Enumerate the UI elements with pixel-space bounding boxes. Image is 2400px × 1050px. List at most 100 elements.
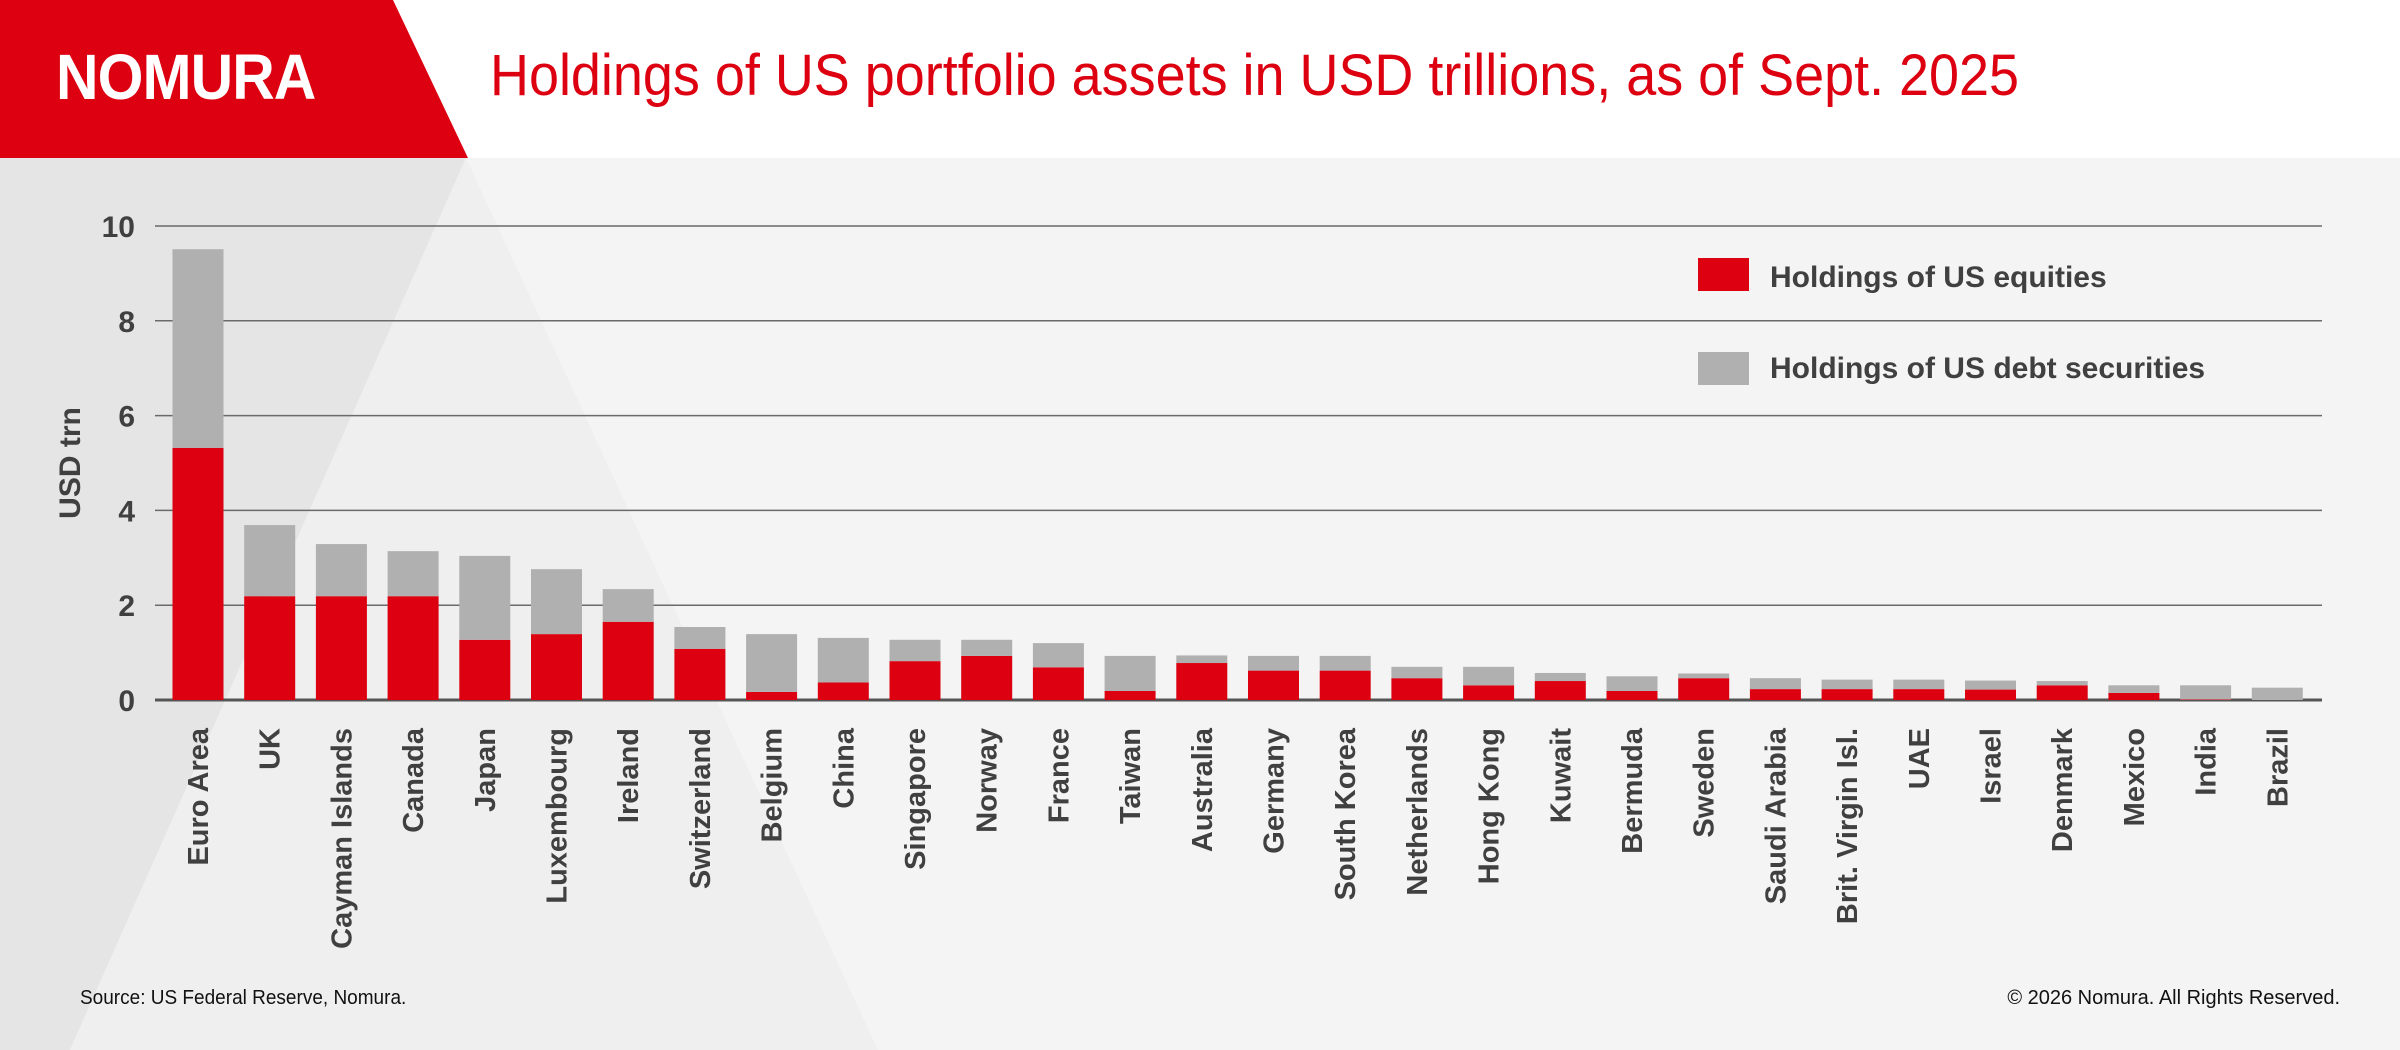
x-tick-label: Euro Area bbox=[183, 727, 215, 865]
bar-equities bbox=[2036, 685, 2088, 700]
bar-equities bbox=[746, 691, 798, 700]
bar-equities bbox=[387, 596, 439, 700]
bar-debt bbox=[315, 544, 367, 597]
x-tick-label: Canada bbox=[398, 727, 430, 833]
x-tick-label: Brazil bbox=[2262, 728, 2294, 807]
bar-equities bbox=[531, 634, 582, 700]
x-tick-label: Germany bbox=[1259, 728, 1291, 854]
x-tick-label: Hong Kong bbox=[1474, 728, 1506, 884]
legend-label-equities: Holdings of US equities bbox=[1770, 261, 2107, 294]
bar-debt bbox=[2251, 687, 2303, 700]
bar-debt bbox=[817, 637, 869, 683]
x-tick-label: Cayman Islands bbox=[326, 728, 358, 949]
bar-equities bbox=[817, 682, 869, 700]
x-tick-label: Mexico bbox=[2119, 728, 2151, 826]
y-tick-label: 10 bbox=[102, 211, 135, 244]
y-tick-label: 2 bbox=[118, 590, 135, 623]
page-title: Holdings of US portfolio assets in USD t… bbox=[490, 43, 2020, 108]
bar-debt bbox=[1463, 666, 1515, 686]
x-tick-label: Japan bbox=[470, 728, 502, 812]
x-tick-label: South Korea bbox=[1330, 727, 1362, 900]
x-tick-label: Singapore bbox=[900, 728, 932, 870]
bar-equities bbox=[961, 655, 1013, 700]
x-tick-label: Belgium bbox=[757, 728, 789, 842]
y-tick-label: 6 bbox=[118, 401, 135, 434]
logo-banner bbox=[0, 0, 468, 158]
bar-debt bbox=[889, 639, 941, 662]
bar-equities bbox=[1032, 667, 1084, 700]
bar-debt bbox=[1391, 666, 1443, 679]
bar-debt bbox=[531, 569, 582, 635]
bar-debt bbox=[172, 249, 224, 448]
bar-debt bbox=[1606, 676, 1658, 691]
x-tick-label: Denmark bbox=[2047, 727, 2079, 852]
x-tick-label: Switzerland bbox=[685, 728, 717, 889]
x-tick-label: France bbox=[1043, 728, 1075, 823]
bar-debt bbox=[459, 555, 511, 640]
x-tick-label: Kuwait bbox=[1545, 728, 1577, 823]
bar-debt bbox=[2180, 685, 2232, 700]
bar-equities bbox=[1965, 689, 2016, 700]
bar-equities bbox=[459, 639, 511, 700]
copyright-note: © 2026 Nomura. All Rights Reserved. bbox=[2007, 987, 2340, 1009]
bar-debt bbox=[1534, 672, 1586, 682]
legend-label-debt: Holdings of US debt securities bbox=[1770, 352, 2205, 385]
bar-equities bbox=[1678, 678, 1730, 700]
bar-debt bbox=[961, 639, 1013, 656]
bar-debt bbox=[1248, 655, 1299, 671]
bar-equities bbox=[602, 621, 654, 700]
bar-equities bbox=[315, 596, 367, 700]
legend-swatch-equities bbox=[1698, 258, 1749, 291]
bar-debt bbox=[1032, 643, 1084, 668]
bar-debt bbox=[1678, 673, 1730, 679]
bar-equities bbox=[1821, 689, 1873, 700]
x-tick-label: Luxembourg bbox=[542, 728, 574, 904]
x-tick-label: India bbox=[2191, 727, 2223, 796]
bar-equities bbox=[2108, 692, 2160, 700]
x-tick-label: Bermuda bbox=[1617, 727, 1649, 854]
x-tick-label: China bbox=[828, 727, 860, 808]
x-tick-label: Norway bbox=[972, 728, 1004, 833]
bar-debt bbox=[244, 525, 296, 597]
bar-debt bbox=[1104, 655, 1156, 691]
source-note: Source: US Federal Reserve, Nomura. bbox=[80, 987, 407, 1009]
bar-debt bbox=[1965, 680, 2016, 690]
bar-debt bbox=[746, 634, 798, 692]
bar-debt bbox=[1893, 679, 1945, 690]
y-tick-label: 4 bbox=[118, 495, 135, 528]
bar-equities bbox=[1248, 670, 1299, 700]
x-tick-label: Brit. Virgin Isl. bbox=[1832, 728, 1864, 924]
y-tick-label: 8 bbox=[118, 306, 135, 339]
legend: Holdings of US equities Holdings of US d… bbox=[1698, 258, 2205, 385]
x-tick-label: UAE bbox=[1904, 728, 1936, 789]
x-tick-label: Israel bbox=[1976, 728, 2008, 804]
x-tick-label: Australia bbox=[1187, 727, 1219, 852]
bar-debt bbox=[674, 627, 726, 649]
x-tick-label: UK bbox=[255, 728, 287, 770]
bar-debt bbox=[1319, 655, 1371, 671]
bar-equities bbox=[1104, 690, 1156, 700]
x-tick-label: Saudi Arabia bbox=[1760, 727, 1792, 904]
bar-debt bbox=[1821, 679, 1873, 690]
bar-equities bbox=[1749, 689, 1801, 700]
y-axis-label: USD trn bbox=[54, 407, 87, 519]
bar-debt bbox=[2036, 681, 2088, 686]
bar-debt bbox=[387, 551, 439, 597]
x-tick-label: Ireland bbox=[613, 728, 645, 823]
bar-equities bbox=[172, 447, 224, 700]
bar-debt bbox=[2108, 685, 2160, 693]
bar-equities bbox=[1606, 690, 1658, 700]
bar-debt bbox=[602, 589, 654, 622]
bar-debt bbox=[1176, 655, 1228, 664]
x-tick-label: Taiwan bbox=[1115, 728, 1147, 824]
bar-debt bbox=[1749, 678, 1801, 690]
bar-equities bbox=[1176, 663, 1228, 700]
nomura-logo: NOMURA bbox=[56, 41, 316, 113]
bar-equities bbox=[244, 596, 296, 700]
bar-equities bbox=[1463, 685, 1515, 700]
bar-equities bbox=[1534, 681, 1586, 700]
x-tick-label: Netherlands bbox=[1402, 728, 1434, 896]
bar-equities bbox=[674, 648, 726, 700]
bar-equities bbox=[1319, 670, 1371, 700]
